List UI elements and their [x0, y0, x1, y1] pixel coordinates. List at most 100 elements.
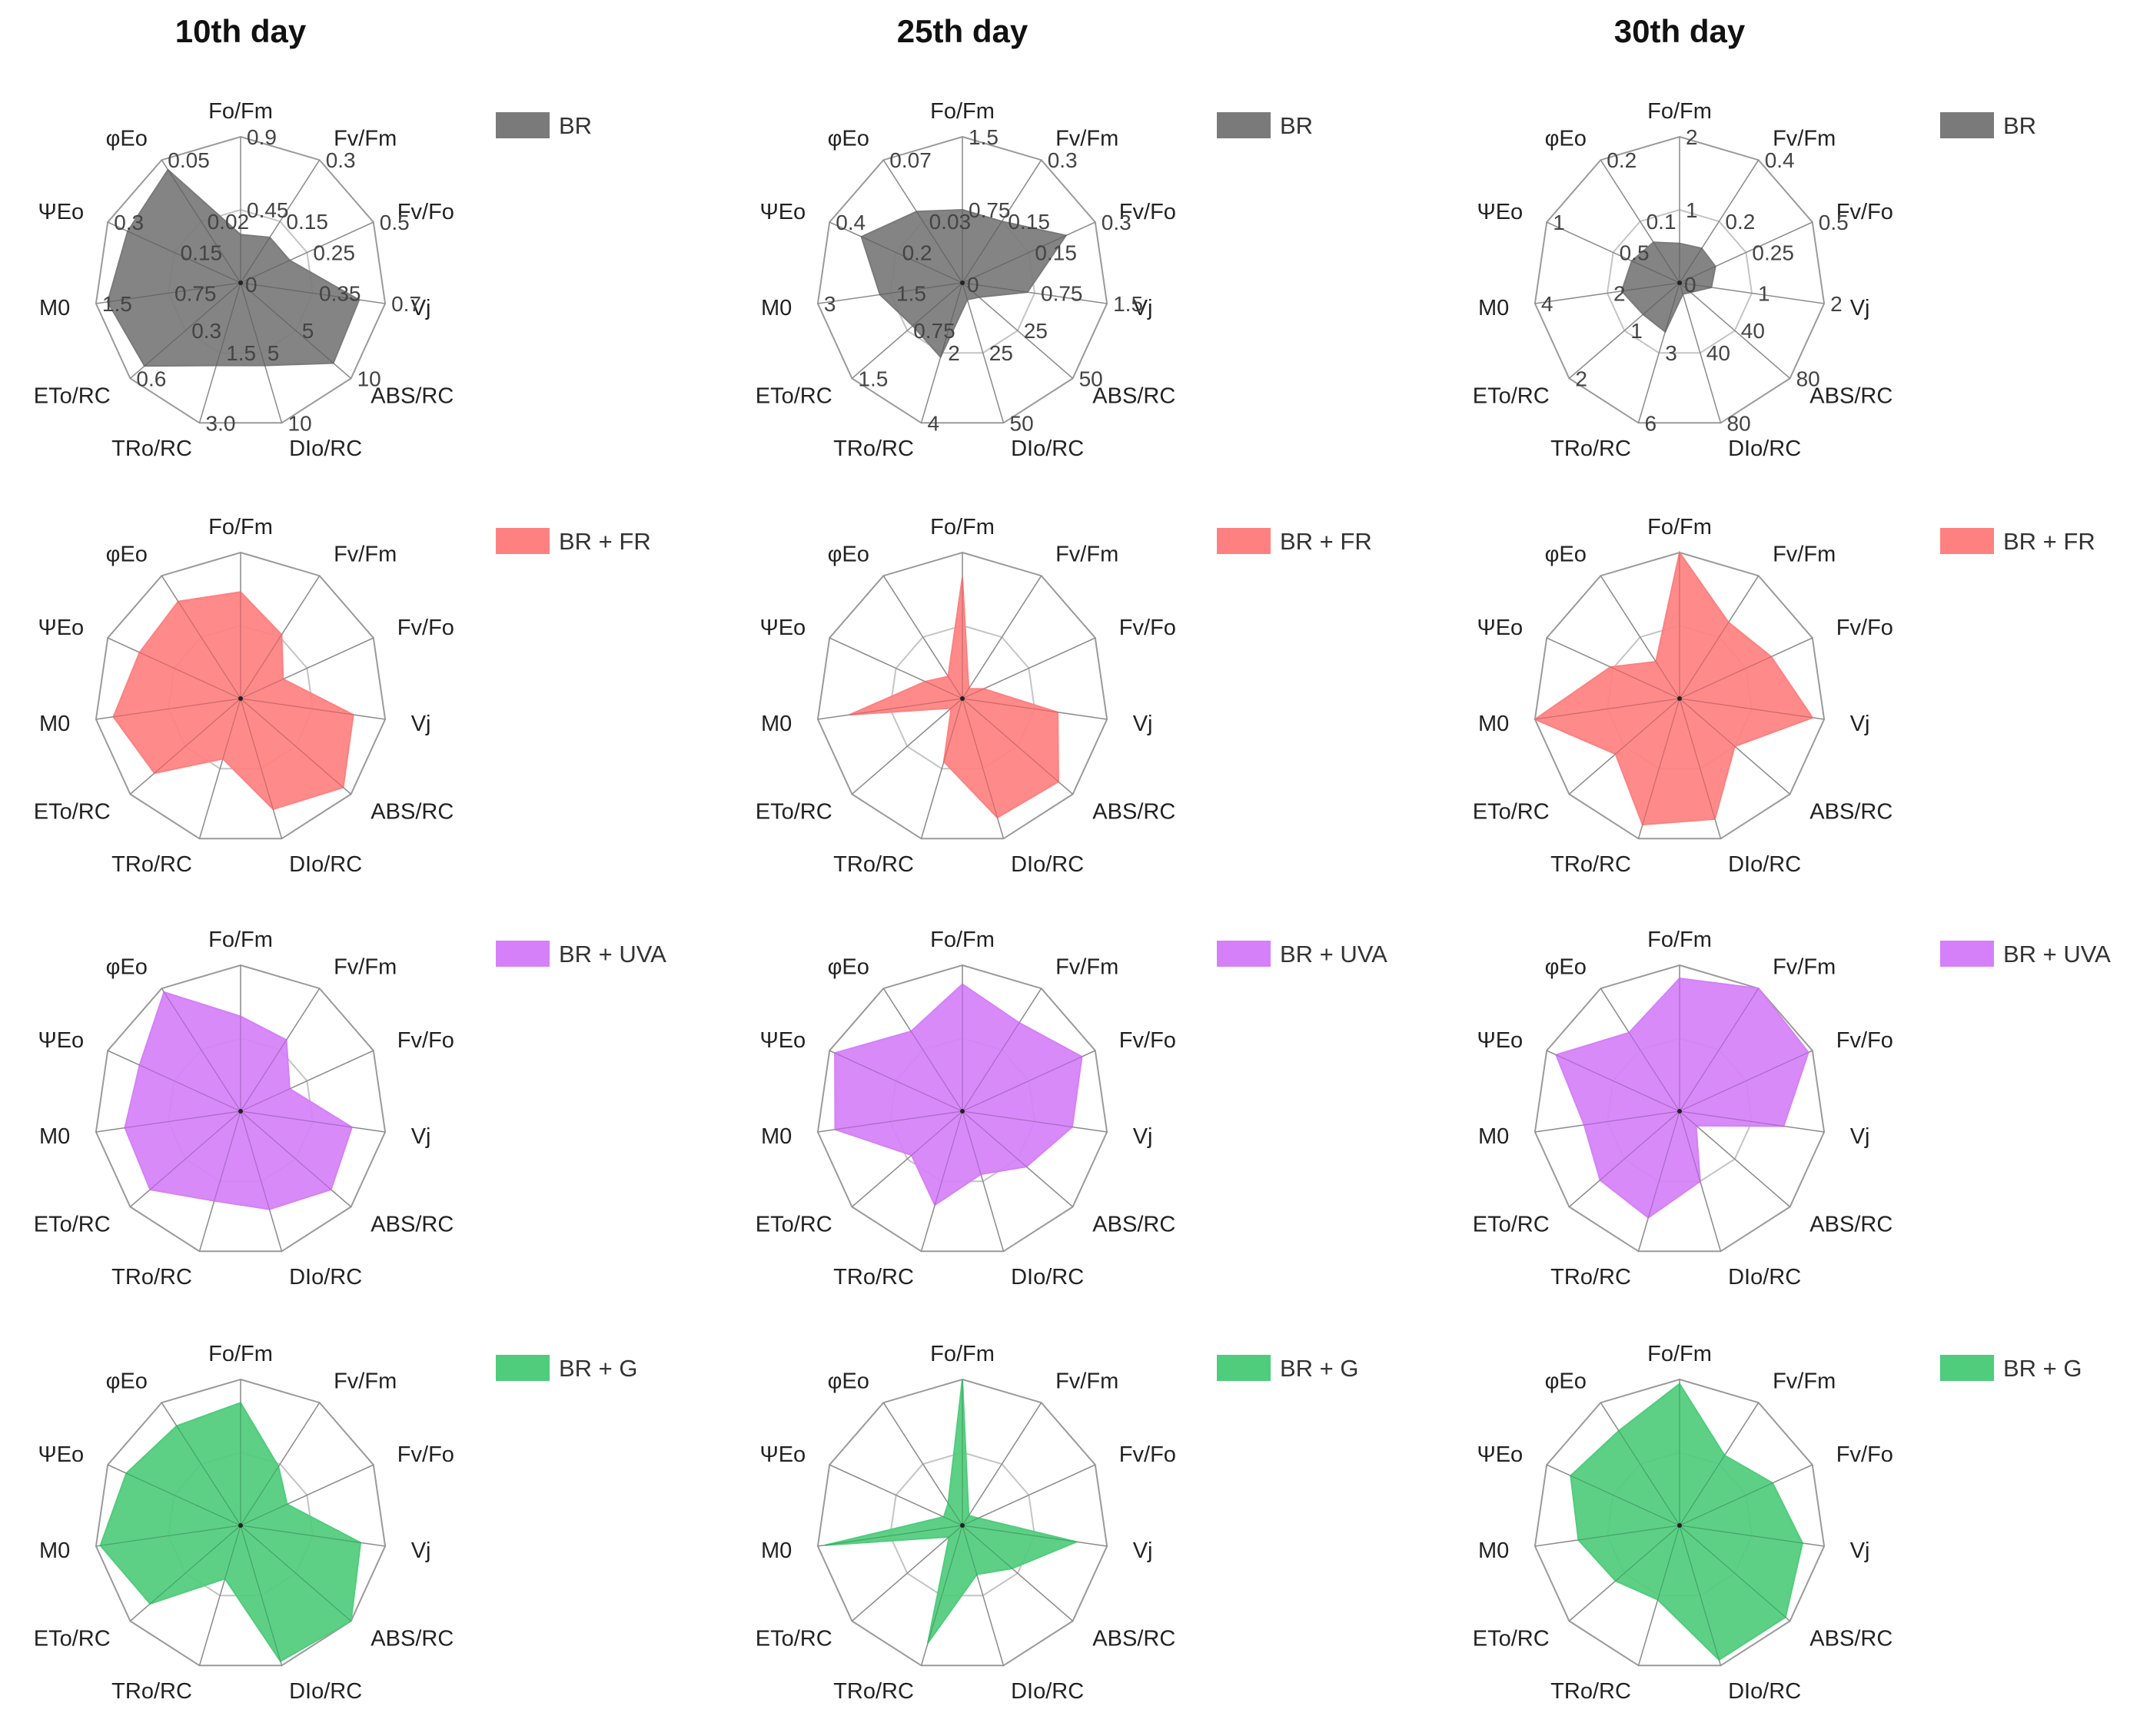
spoke-overlay	[1569, 698, 1680, 795]
spoke-overlay	[1679, 1525, 1722, 1666]
spoke-overlay	[240, 1110, 386, 1133]
series-area	[112, 591, 354, 811]
spoke-overlay	[852, 1525, 963, 1621]
spoke-overlay	[962, 1050, 1096, 1112]
spoke-overlay	[240, 1110, 283, 1252]
axis-label-Fo/Fm: Fo/Fm	[208, 928, 273, 952]
legend-swatch	[496, 528, 550, 554]
column-title-2: 25th day	[897, 13, 1028, 49]
axis-label-Fo/Fm: Fo/Fm	[208, 99, 273, 124]
spoke-overlay	[962, 1110, 1005, 1252]
axis-label-M0: M0	[761, 1539, 792, 1563]
tick-label-Fv/Fo-max: 0.3	[1102, 211, 1131, 234]
spoke-overlay	[130, 698, 241, 795]
tick-label-φEo-max: 0.2	[1607, 148, 1637, 172]
spoke-overlay	[130, 1110, 241, 1207]
outer-grid-ring	[95, 135, 387, 424]
axis-label-Fv/Fm: Fv/Fm	[1773, 955, 1836, 980]
spoke-overlay	[962, 698, 1005, 839]
spoke-overlay	[1534, 1110, 1680, 1133]
spoke-overlay	[1679, 1525, 1790, 1621]
tick-label-ETo/RC-mid: 0.3	[191, 319, 221, 343]
spoke-overlay	[817, 1525, 963, 1547]
tick-label-TRo/RC-max: 6	[1645, 411, 1657, 435]
legend-3-2: BR + UVA	[1217, 941, 1387, 968]
axis-label-Fv/Fo: Fv/Fo	[1119, 1442, 1176, 1467]
series-area	[1533, 550, 1814, 826]
spoke-overlay	[1679, 698, 1722, 839]
legend-swatch	[1217, 941, 1271, 967]
axis-label-ETo/RC: ETo/RC	[1473, 800, 1550, 825]
spoke-overlay	[240, 282, 351, 379]
spoke-overlay	[198, 698, 241, 839]
legend-2-1: BR + FR	[496, 528, 651, 555]
legend-label: BR	[2003, 112, 2036, 139]
axis-label-Vj: Vj	[1133, 1539, 1153, 1563]
series-area	[99, 1402, 362, 1663]
spoke-overlay	[852, 1110, 963, 1207]
radar-panel-4-3: Fo/Fm Fv/Fm Fv/Fo Vj ABS/RC DIo/RC TRo/RC ETo/R…	[1473, 1342, 1893, 1704]
spoke-Fv/Fm	[962, 1402, 1042, 1526]
spoke-overlay	[240, 1525, 351, 1621]
tick-label-DIo/RC-mid: 5	[268, 341, 280, 365]
radar-panel-2-2: Fo/Fm Fv/Fm Fv/Fo Vj ABS/RC DIo/RC TRo/RC ETo/R…	[756, 515, 1176, 877]
axis-label-φEo: φEo	[828, 1369, 869, 1394]
tick-label-Fv/Fo-mid: 0.15	[1035, 241, 1077, 265]
spoke-overlay	[1637, 1110, 1680, 1252]
spoke-overlay	[240, 637, 374, 699]
tick-label-Vj-mid: 0.75	[1041, 282, 1083, 306]
spoke-Fv/Fo	[962, 1464, 1096, 1526]
spoke-overlay	[1600, 575, 1680, 699]
axis-label-DIo/RC: DIo/RC	[1728, 1679, 1801, 1704]
axis-label-Fv/Fm: Fv/Fm	[334, 127, 397, 151]
spoke-overlay	[852, 698, 963, 795]
legend-swatch	[1940, 1355, 1994, 1381]
legend-1-1: BR	[496, 112, 592, 139]
axis-label-TRo/RC: TRo/RC	[1550, 436, 1631, 461]
axis-label-Fv/Fo: Fv/Fo	[1836, 1028, 1893, 1053]
axis-label-M0: M0	[761, 712, 792, 736]
outer-grid-ring	[95, 964, 387, 1253]
spoke-overlay	[829, 1464, 963, 1526]
axis-label-ABS/RC: ABS/RC	[371, 1627, 454, 1651]
spoke-overlay	[962, 1110, 1108, 1133]
spoke-overlay	[1546, 1464, 1680, 1526]
tick-label-Vj-max: 2	[1830, 292, 1843, 316]
axis-label-Vj: Vj	[411, 1124, 431, 1149]
legend-label: BR + UVA	[1280, 941, 1387, 968]
axis-label-ΨEo: ΨEo	[38, 200, 84, 224]
spoke-overlay	[1679, 1402, 1760, 1526]
axis-label-ETo/RC: ETo/RC	[756, 384, 832, 409]
outer-grid-ring	[1534, 964, 1826, 1253]
spoke-overlay	[962, 1110, 1073, 1207]
spoke-overlay	[962, 987, 1042, 1112]
axis-label-ΨEo: ΨEo	[1477, 616, 1523, 640]
axis-label-TRo/RC: TRo/RC	[111, 436, 192, 461]
axis-label-M0: M0	[1478, 712, 1509, 736]
axis-label-ΨEo: ΨEo	[38, 616, 84, 640]
radar-panel-1-1: Fo/Fm Fv/Fm Fv/Fo Vj ABS/RC DIo/RC TRo/RC ETo/R…	[34, 99, 454, 461]
tick-label-φEo-max: 0.07	[889, 148, 932, 172]
legend-4-1: BR + G	[496, 1355, 638, 1382]
legend-2-3: BR + FR	[1940, 528, 2095, 555]
axis-label-Fv/Fo: Fv/Fo	[397, 1442, 454, 1467]
axis-label-ABS/RC: ABS/RC	[1809, 384, 1892, 409]
tick-label-M0-mid: 0.75	[174, 282, 217, 306]
spoke-ETo/RC	[851, 1525, 963, 1622]
axis-label-Fv/Fm: Fv/Fm	[334, 955, 397, 980]
legend-2-2: BR + FR	[1217, 528, 1372, 555]
axis-label-Fo/Fm: Fo/Fm	[930, 1342, 995, 1366]
legend-label: BR + FR	[559, 528, 651, 555]
axis-label-ETo/RC: ETo/RC	[34, 1627, 111, 1651]
series-area	[106, 168, 361, 367]
spoke-overlay	[962, 282, 1005, 423]
axis-label-ABS/RC: ABS/RC	[1809, 800, 1892, 825]
radar-panel-1-3: Fo/Fm Fv/Fm Fv/Fo Vj ABS/RC DIo/RC TRo/RC ETo/R…	[1473, 99, 1893, 461]
radar-panel-1-2: Fo/Fm Fv/Fm Fv/Fo Vj ABS/RC DIo/RC TRo/RC ETo/R…	[756, 99, 1176, 461]
spoke-overlay	[1679, 282, 1790, 379]
axis-label-Fv/Fo: Fv/Fo	[397, 616, 454, 640]
axis-label-Fv/Fm: Fv/Fm	[1055, 955, 1118, 980]
axis-label-TRo/RC: TRo/RC	[111, 852, 192, 877]
radar-panel-4-2: Fo/Fm Fv/Fm Fv/Fo Vj ABS/RC DIo/RC TRo/RC ETo/R…	[756, 1342, 1176, 1704]
axis-label-DIo/RC: DIo/RC	[1011, 1679, 1084, 1704]
